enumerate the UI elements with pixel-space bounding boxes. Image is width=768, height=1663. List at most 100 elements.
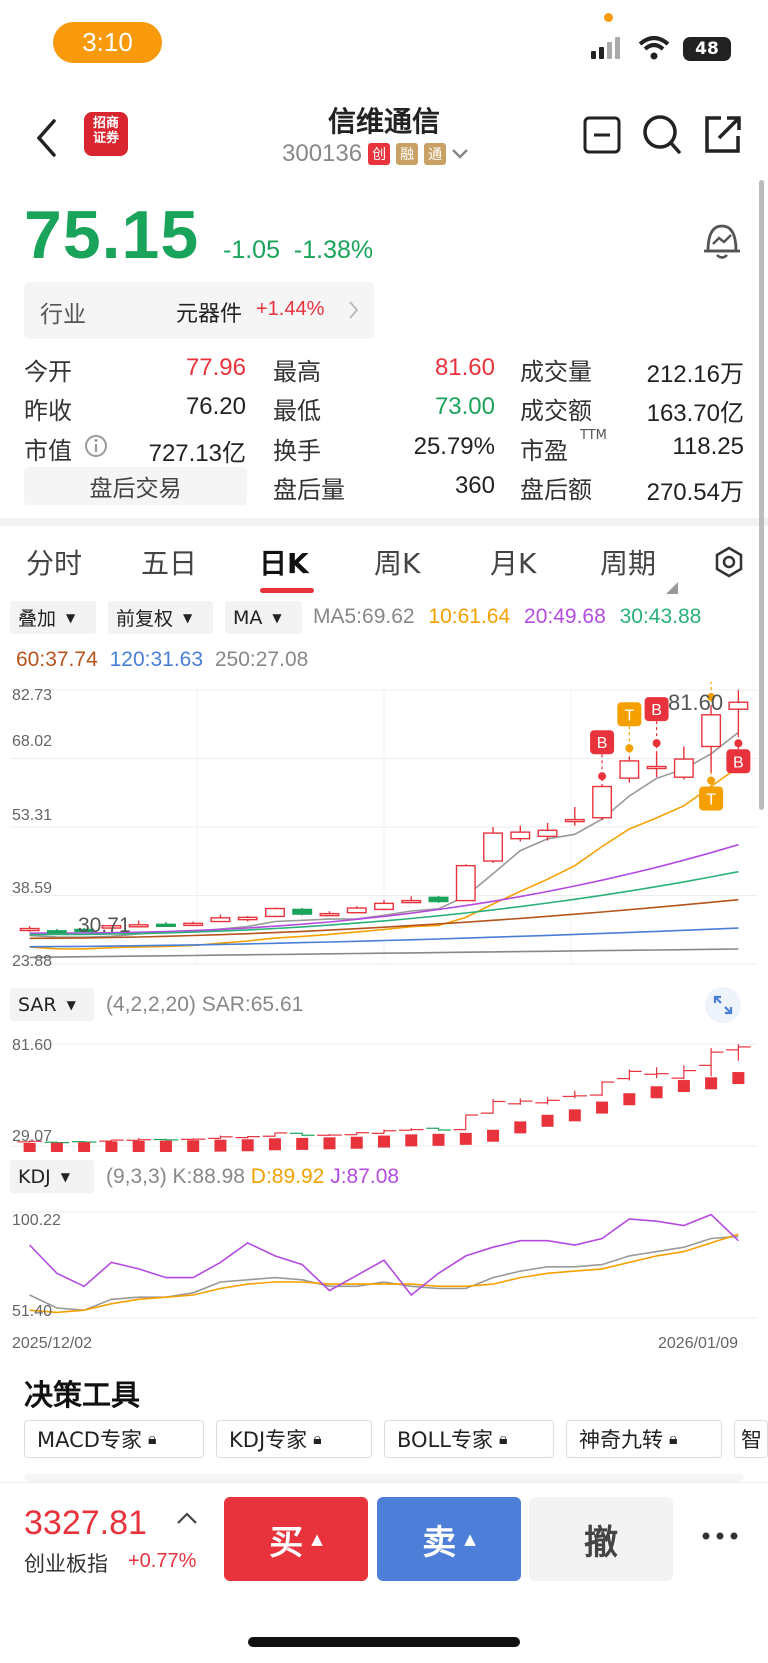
tab-daily-k[interactable]: 日K xyxy=(259,547,309,580)
ma10-line xyxy=(29,766,739,950)
kdj-select[interactable]: KDJ ▼ xyxy=(10,1160,94,1193)
price-change: -1.05 -1.38% xyxy=(223,236,373,265)
candle-body xyxy=(101,925,122,929)
expand-icon xyxy=(713,995,733,1015)
settings-icon[interactable] xyxy=(714,546,744,578)
expand-chart-button[interactable] xyxy=(705,987,741,1023)
indicator-label: MA xyxy=(233,606,263,629)
overlay-select[interactable]: 叠加 ▼ xyxy=(10,601,96,634)
kdj-chart[interactable] xyxy=(10,1202,758,1324)
date-end: 2026/01/09 xyxy=(658,1335,739,1352)
after-hours-trading-button[interactable]: 盘后交易 xyxy=(24,467,247,505)
ma20-value: 20:49.68 xyxy=(524,605,606,628)
turnover-label: 换手 xyxy=(273,437,321,465)
overlay-caret-icon: ▼ xyxy=(66,610,76,625)
ma60-value: 60:37.74 xyxy=(16,648,98,671)
tab-monthly-k[interactable]: 月K xyxy=(490,547,537,580)
sell-label: 卖 xyxy=(422,1522,457,1563)
sar-dot xyxy=(405,1134,418,1147)
ma60-line xyxy=(29,898,739,940)
tab-intraday[interactable]: 分时 xyxy=(26,547,83,580)
buy-label: 买 xyxy=(269,1522,304,1563)
candle-body xyxy=(483,832,504,862)
low-label: 最低 xyxy=(273,397,321,425)
ma250-line xyxy=(29,948,739,959)
signal-text: B xyxy=(733,754,744,771)
sar-dot xyxy=(459,1132,472,1145)
tag-chuang: 创 xyxy=(368,143,391,165)
info-icon[interactable] xyxy=(84,434,108,458)
sar-dot xyxy=(296,1137,309,1150)
signal-badge xyxy=(617,702,642,727)
sar-dot xyxy=(159,1140,172,1152)
pe-ttm-sup: TTM xyxy=(580,428,607,443)
candle-body xyxy=(455,864,476,902)
back-arrow-icon[interactable] xyxy=(34,118,60,158)
buy-button[interactable]: 买 ▲ xyxy=(224,1497,368,1581)
stock-code-row[interactable]: 300136 创 融 通 xyxy=(282,140,470,168)
candle-body xyxy=(564,818,585,823)
kdj-params: (9,3,3) xyxy=(106,1165,167,1188)
industry-bar[interactable]: 行业 元器件 +1.44% xyxy=(24,282,374,339)
y-axis-label-3: 53.31 xyxy=(12,807,53,824)
signal-dot xyxy=(652,739,661,748)
triangle-up-icon: ▲ xyxy=(311,1530,323,1548)
current-price: 75.15 xyxy=(24,197,200,273)
industry-change: +1.44% xyxy=(256,298,325,320)
search-icon[interactable] xyxy=(642,114,682,156)
kdj-d: D:89.92 xyxy=(250,1165,325,1188)
tool-kdj[interactable]: KDJ专家 🔒︎ xyxy=(216,1420,372,1458)
signal-badge xyxy=(590,730,615,755)
sar-dot xyxy=(105,1141,118,1152)
ma250-value: 250:27.08 xyxy=(214,648,309,671)
share-icon[interactable] xyxy=(701,114,743,156)
tool-boll-label: BOLL专家 xyxy=(397,1428,493,1452)
alert-bell-icon[interactable] xyxy=(700,218,744,262)
sar-dot xyxy=(432,1133,445,1146)
candle-body xyxy=(428,896,449,903)
tool-boll[interactable]: BOLL专家 🔒︎ xyxy=(384,1420,554,1458)
cancel-order-button[interactable]: 撤 xyxy=(529,1497,673,1581)
ma30-line xyxy=(29,870,739,936)
sar-dot xyxy=(623,1093,636,1106)
date-start: 2025/12/02 xyxy=(12,1335,93,1352)
tab-period[interactable]: 周期 xyxy=(600,547,657,580)
page-scrollbar[interactable] xyxy=(759,180,764,810)
lock-icon: 🔒︎ xyxy=(669,1429,678,1448)
tool-partial[interactable]: 智 xyxy=(734,1420,768,1458)
candlestick-chart[interactable]: BTBTTB xyxy=(10,682,758,974)
sar-dot xyxy=(187,1140,200,1152)
sar-params: (4,2,2,20) xyxy=(106,993,196,1016)
candle-body xyxy=(74,928,95,933)
tool-nine-turn[interactable]: 神奇九转 🔒︎ xyxy=(566,1420,722,1458)
ma120-line xyxy=(29,927,739,948)
indicator-select[interactable]: MA ▼ xyxy=(225,601,302,634)
chevron-up-icon[interactable] xyxy=(176,1510,198,1526)
sar-dot xyxy=(78,1142,91,1152)
status-time-text: 3:10 xyxy=(82,27,133,57)
triangle-up-icon: ▲ xyxy=(464,1530,476,1548)
signal-badge xyxy=(699,786,724,811)
sar-dot xyxy=(50,1142,63,1152)
more-icon[interactable] xyxy=(700,1530,740,1542)
tab-weekly-k[interactable]: 周K xyxy=(374,547,421,580)
amount-label: 成交额 xyxy=(520,397,592,425)
tool-nine-turn-label: 神奇九转 xyxy=(579,1428,663,1452)
low-value: 73.00 xyxy=(434,393,495,420)
sell-button[interactable]: 卖 ▲ xyxy=(377,1497,521,1581)
candle-body xyxy=(728,701,749,710)
prev-close-value: 76.20 xyxy=(185,393,246,420)
industry-label: 行业 xyxy=(40,302,86,328)
overlay-label: 叠加 xyxy=(18,608,57,630)
minus-square-icon[interactable] xyxy=(583,116,621,154)
lock-icon: 🔒︎ xyxy=(313,1429,322,1448)
sar-chart[interactable] xyxy=(10,1030,758,1152)
tool-macd[interactable]: MACD专家 🔒︎ xyxy=(24,1420,204,1458)
sar-select[interactable]: SAR ▼ xyxy=(10,988,94,1021)
active-tab-indicator xyxy=(260,588,314,593)
sar-dot xyxy=(732,1072,745,1085)
volume-value: 212.16万 xyxy=(646,361,744,388)
battery-icon: 48 xyxy=(683,37,731,61)
tab-five-day[interactable]: 五日 xyxy=(141,547,198,580)
adjust-select[interactable]: 前复权 ▼ xyxy=(108,601,213,634)
